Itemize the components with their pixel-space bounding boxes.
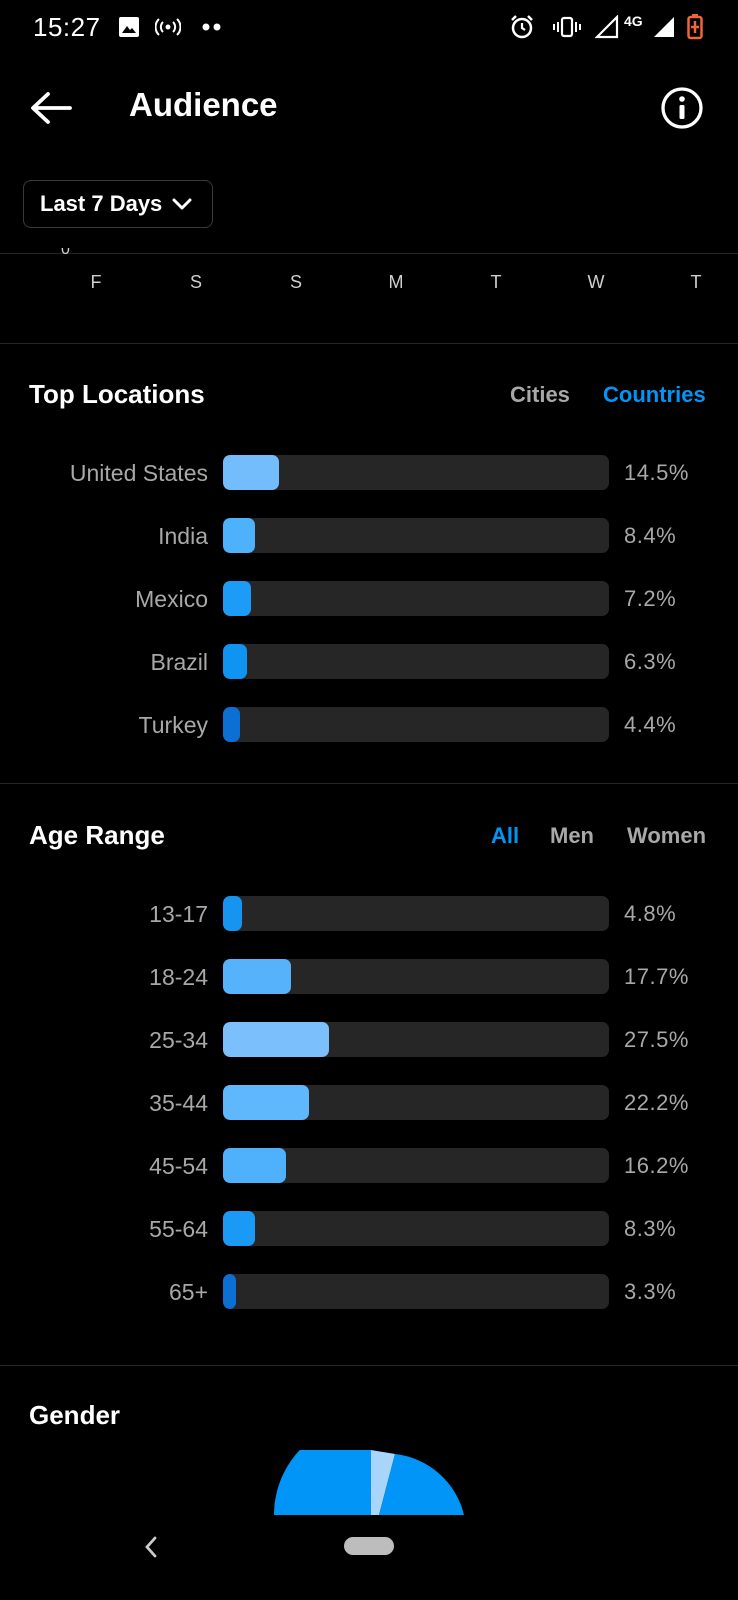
bar-track — [223, 959, 609, 994]
bar-label: Turkey — [138, 712, 208, 738]
day-label: F — [90, 272, 102, 292]
tab-cities[interactable]: Cities — [510, 382, 570, 407]
bar-value: 17.7% — [624, 964, 689, 989]
bar-fill — [223, 1085, 309, 1120]
bar-fill — [223, 644, 248, 679]
bar-fill — [223, 455, 279, 490]
bar-label: Brazil — [150, 649, 208, 675]
bar-fill — [223, 707, 240, 742]
bar-label: 25-34 — [149, 1027, 208, 1053]
bar-label: Mexico — [135, 586, 208, 612]
signal-icon — [595, 14, 619, 40]
day-label: T — [490, 272, 502, 292]
home-pill[interactable] — [344, 1537, 394, 1555]
day-label: W — [587, 272, 605, 292]
page-title: Audience — [129, 86, 278, 123]
info-icon[interactable] — [660, 86, 704, 130]
bar-label: India — [158, 523, 208, 549]
bar-value: 7.2% — [624, 586, 677, 611]
battery-low-icon — [686, 14, 704, 40]
day-label: M — [388, 272, 404, 292]
bar-track — [223, 1148, 609, 1183]
gallery-notification-icon — [117, 14, 141, 40]
signal-full-icon — [652, 14, 676, 40]
top-locations-title: Top Locations — [29, 379, 205, 409]
axis-zero-label: 0 — [61, 248, 70, 258]
bar-value: 3.3% — [624, 1279, 677, 1304]
bar-label: 35-44 — [149, 1090, 208, 1116]
bar-label: 18-24 — [149, 964, 208, 990]
tab-men[interactable]: Men — [550, 823, 594, 848]
bar-label: 55-64 — [149, 1216, 208, 1242]
bar-fill — [223, 1211, 256, 1246]
nav-back-icon[interactable] — [142, 1535, 160, 1559]
date-range-label: Last 7 Days — [40, 191, 163, 216]
bar-fill — [223, 1022, 330, 1057]
bar-track — [223, 1211, 609, 1246]
divider — [0, 783, 738, 784]
bar-value: 6.3% — [624, 649, 677, 674]
bar-label: 45-54 — [149, 1153, 208, 1179]
chevron-down-icon — [172, 198, 192, 210]
bar-label: 13-17 — [149, 901, 208, 927]
day-label: S — [289, 272, 302, 292]
gender-slice-men — [274, 1450, 371, 1515]
gender-slice-women — [379, 1454, 464, 1515]
bar-label: 65+ — [168, 1279, 208, 1305]
bar-value: 16.2% — [624, 1153, 689, 1178]
tab-women[interactable]: Women — [627, 823, 707, 848]
divider — [0, 343, 738, 344]
bar-track — [223, 581, 609, 616]
date-range-dropdown[interactable]: Last 7 Days — [23, 180, 213, 228]
hotspot-icon — [155, 14, 181, 40]
divider — [0, 1365, 738, 1366]
alarm-icon — [509, 14, 535, 40]
tab-all[interactable]: All — [491, 823, 520, 848]
back-arrow-icon[interactable] — [28, 86, 74, 130]
day-label: T — [690, 272, 702, 292]
bar-track — [223, 455, 609, 490]
tab-countries[interactable]: Countries — [603, 382, 706, 407]
bar-track — [223, 1022, 609, 1057]
bar-fill — [223, 896, 242, 931]
bar-value: 4.8% — [624, 901, 677, 926]
gender-chart — [274, 1450, 464, 1515]
bar-value: 8.4% — [624, 523, 677, 548]
divider — [0, 253, 738, 254]
gender-title: Gender — [29, 1400, 121, 1430]
bar-track — [223, 518, 609, 553]
bar-track — [223, 644, 609, 679]
bar-track — [223, 707, 609, 742]
network-type: 4G — [624, 13, 643, 29]
gender-slice-other — [371, 1450, 395, 1515]
bar-track — [223, 1274, 609, 1309]
bar-value: 4.4% — [624, 712, 677, 737]
bar-value: 22.2% — [624, 1090, 689, 1115]
bar-fill — [223, 581, 251, 616]
bar-fill — [223, 518, 256, 553]
bar-value: 27.5% — [624, 1027, 689, 1052]
bar-fill — [223, 1274, 236, 1309]
bar-value: 8.3% — [624, 1216, 677, 1241]
bar-label: United States — [69, 460, 208, 486]
bar-fill — [223, 1148, 286, 1183]
age-range-title: Age Range — [29, 820, 165, 850]
more-notifications-icon — [202, 14, 222, 40]
bar-track — [223, 896, 609, 931]
day-label: S — [189, 272, 202, 292]
bar-track — [223, 1085, 609, 1120]
system-navigation-bar — [0, 1515, 738, 1600]
bar-fill — [223, 959, 292, 994]
status-time: 15:27 — [33, 12, 101, 42]
bar-value: 14.5% — [624, 460, 689, 485]
vibrate-icon — [553, 14, 581, 40]
